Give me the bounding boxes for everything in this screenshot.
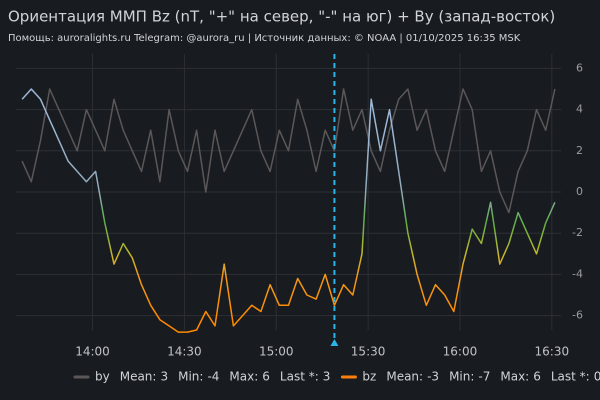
legend-stat-label: Min: (178, 370, 203, 384)
legend-stat-label: Max: (229, 370, 258, 384)
legend-stat-value: -7 (478, 370, 490, 384)
legend-stat-value: -3 (427, 370, 439, 384)
legend-stat-value: 3 (323, 370, 331, 384)
y-tick-label: 0 (576, 185, 583, 198)
chart-title: Ориентация ММП Bz (nT, "+" на север, "-"… (8, 8, 555, 26)
legend-stat-value: 6 (533, 370, 541, 384)
x-tick-label: 16:00 (443, 345, 478, 359)
legend-stat-label: Min: (449, 370, 474, 384)
y-tick-label: 6 (576, 61, 583, 74)
series-line (21, 88, 556, 214)
legend-stat-label: Mean: (386, 370, 423, 384)
x-tick-label: 15:30 (351, 345, 386, 359)
legend-label: bz (362, 370, 376, 384)
y-tick-label: -6 (572, 309, 583, 322)
y-tick-label: -4 (572, 267, 583, 280)
marker-triangle (330, 339, 339, 346)
legend-stat-label: Max: (500, 370, 529, 384)
x-tick-label: 16:30 (535, 345, 570, 359)
legend-stat-value: 0 (594, 370, 600, 384)
chart-subtitle: Помощь: auroralights.ru Telegram: @auror… (8, 33, 521, 44)
x-tick-label: 14:30 (167, 345, 202, 359)
legend-stat-value: 3 (160, 370, 168, 384)
x-tick-label: 14:00 (75, 345, 110, 359)
legend-stat-label: Last *: (551, 370, 590, 384)
x-tick-label: 15:00 (259, 345, 294, 359)
legend-stat-value: 6 (262, 370, 270, 384)
legend-label: by (95, 370, 110, 384)
y-tick-label: 4 (576, 103, 583, 116)
y-tick-label: 2 (576, 144, 583, 157)
legend-stat-label: Last *: (280, 370, 319, 384)
legend-stat-value: -4 (207, 370, 219, 384)
legend-stat-label: Mean: (120, 370, 157, 384)
series-line (21, 88, 556, 333)
y-tick-label: -2 (572, 226, 583, 239)
